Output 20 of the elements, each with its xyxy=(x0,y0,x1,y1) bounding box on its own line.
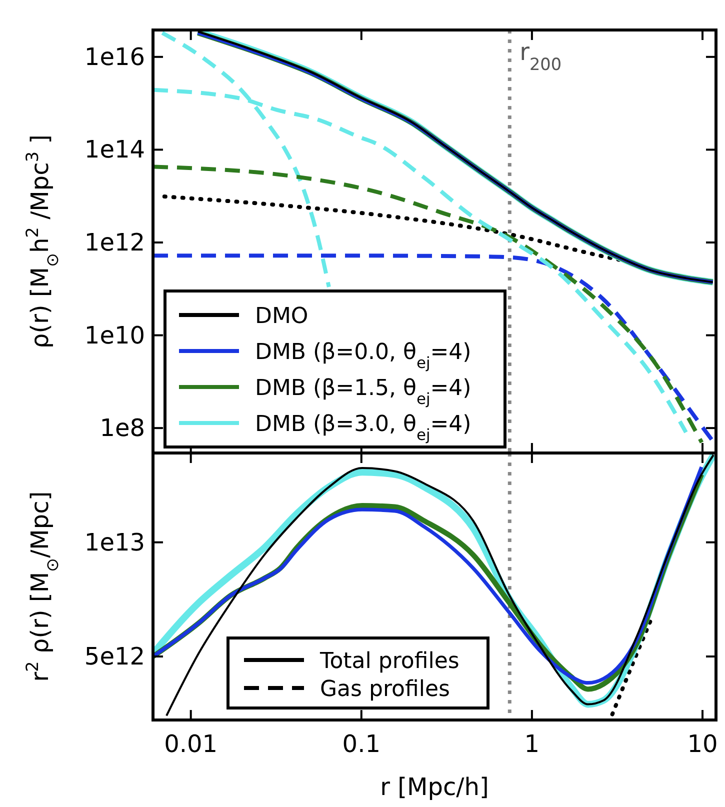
y-tick-label: 1e12 xyxy=(84,228,145,256)
legend-label: DMO xyxy=(255,304,308,329)
key-box: Total profiles Gas profiles xyxy=(226,636,490,710)
y-tick-label: 1e13 xyxy=(84,528,145,556)
x-axis-title: r [Mpc/h] xyxy=(380,773,489,801)
x-tick-label: 1 xyxy=(524,730,540,758)
y-tick-label: 1e16 xyxy=(84,42,145,71)
annotation: Total profiles xyxy=(319,649,460,674)
legend-label: DMB (β=0.0, θ$_{ej}$=4) xyxy=(255,340,472,372)
legend-label: DMB (β=3.0, θ$_{ej}$=4) xyxy=(255,412,472,444)
y-tick-label: 1e10 xyxy=(84,321,145,350)
ref-line-label: r$_{200}$ xyxy=(520,38,562,74)
legend-label: DMB (β=1.5, θ$_{ej}$=4) xyxy=(255,376,472,408)
y-tick-label: 1e8 xyxy=(100,414,145,442)
x-tick-label: 0.01 xyxy=(164,730,218,758)
x-tick-label: 10 xyxy=(687,730,718,758)
y-tick-label: 5e12 xyxy=(84,642,145,670)
annotation: Gas profiles xyxy=(320,677,450,702)
y-tick-label: 1e14 xyxy=(84,136,145,164)
x-tick-label: 0.1 xyxy=(342,730,380,758)
